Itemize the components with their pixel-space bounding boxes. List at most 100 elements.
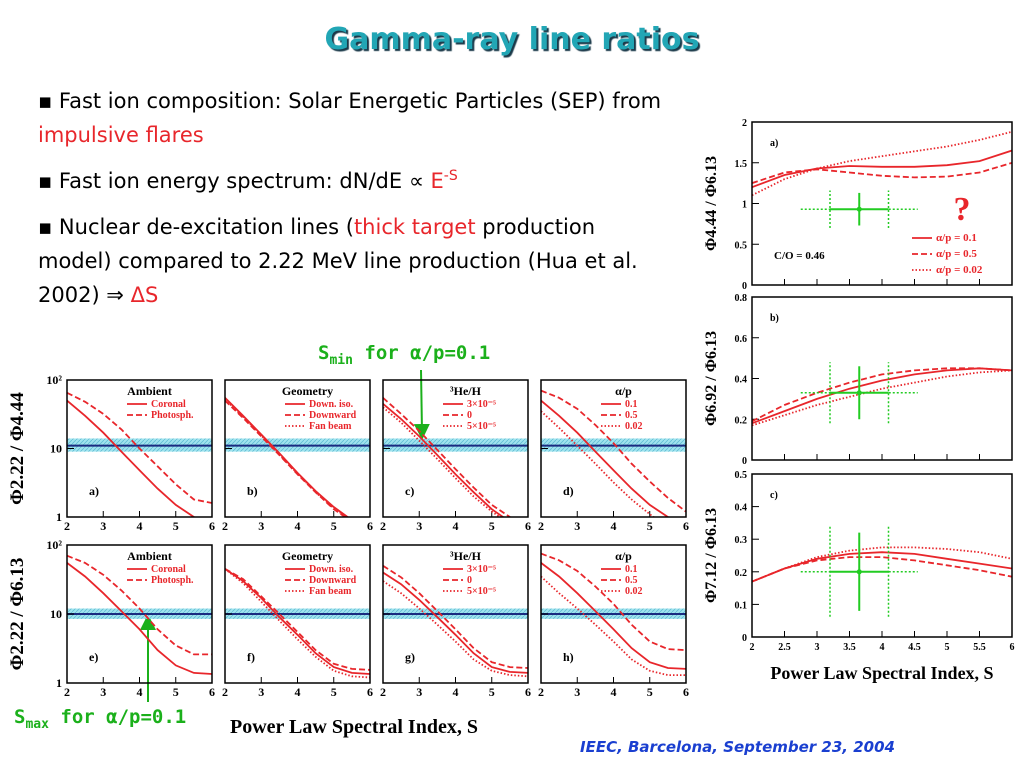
x-tick-label: 2 — [222, 685, 228, 699]
x-axis-label: Power Law Spectral Index, S — [230, 716, 478, 738]
panel-label: c) — [405, 484, 414, 498]
series-line — [541, 410, 656, 517]
legend-label: 0.5 — [625, 575, 638, 586]
x-tick-label: 5 — [331, 519, 337, 533]
bullet-list: Fast ion composition: Solar Energetic Pa… — [38, 84, 668, 324]
legend-label: 0.02 — [625, 421, 643, 432]
panel: 2 2.5 3 3.5 4 4.5 5 5.5 6 0 0.1 0.2 0.3 0.4 0.5 c) Φ7.12… — [703, 470, 1015, 683]
panel-title: Ambient — [127, 549, 172, 563]
text-segment: S — [318, 342, 330, 364]
x-tick-label: 5 — [331, 685, 337, 699]
series-line — [225, 399, 347, 517]
x-tick-label: 4 — [453, 519, 459, 533]
text-segment: E — [430, 169, 444, 193]
x-tick-label: 3 — [574, 685, 580, 699]
x-tick-label: 6 — [525, 685, 531, 699]
x-tick-label: 3 — [258, 519, 264, 533]
y-tick-label: 0.6 — [735, 334, 748, 345]
panel-label: c) — [770, 490, 778, 501]
series-line — [225, 568, 370, 675]
series-line — [67, 562, 212, 675]
y-tick-label: 10 — [50, 442, 62, 456]
plot-frame — [66, 379, 213, 518]
y-axis-label: Φ6.92 / Φ6.13 — [703, 331, 720, 426]
y-tick-label: 1 — [56, 510, 62, 524]
x-tick-label: 2 — [538, 685, 544, 699]
legend-label: Coronal — [151, 564, 186, 575]
series-line — [752, 556, 1012, 583]
bullet: Fast ion composition: Solar Energetic Pa… — [38, 84, 668, 152]
series-line — [383, 580, 528, 678]
plot-frame — [66, 544, 213, 684]
plot-frame — [224, 544, 371, 684]
series-line — [67, 554, 212, 656]
series-line — [752, 367, 1012, 425]
x-tick-label: 5.5 — [973, 642, 986, 653]
y-tick-label: 0.1 — [735, 600, 748, 611]
text-segment: S — [14, 706, 26, 728]
series-line — [541, 552, 686, 651]
x-tick-label: 5 — [647, 685, 653, 699]
x-tick-label: 3 — [100, 685, 106, 699]
x-tick-label: 3 — [100, 519, 106, 533]
x-tick-label: 5 — [489, 685, 495, 699]
series-line — [383, 403, 505, 517]
x-tick-label: 3.5 — [843, 642, 856, 653]
y-tick-label: 0.2 — [735, 415, 748, 426]
legend-label: α/p = 0.5 — [936, 248, 977, 260]
panel-title: ³He/H — [450, 549, 482, 563]
series-line — [752, 546, 1012, 583]
series-line — [541, 562, 686, 670]
y-tick-label: 0.5 — [735, 240, 748, 251]
x-tick-label: 4 — [611, 685, 617, 699]
series-line — [541, 389, 686, 513]
x-tick-label: 3 — [416, 685, 422, 699]
plot-frame — [382, 544, 529, 684]
legend-label: 3×10⁻⁵ — [467, 564, 496, 575]
panel-label: e) — [89, 650, 98, 664]
x-tick-label: 4 — [453, 685, 459, 699]
y-tick-label: 0.5 — [735, 470, 748, 481]
legend-label: Photosph. — [151, 575, 194, 586]
x-tick-label: 4 — [880, 642, 885, 653]
x-tick-label: 2 — [750, 642, 755, 653]
text-segment: thick target — [353, 215, 476, 239]
y-tick-label: 1.5 — [735, 159, 748, 170]
x-tick-label: 5 — [489, 519, 495, 533]
x-tick-label: 6 — [209, 519, 215, 533]
series-line — [225, 568, 370, 671]
x-tick-label: 6 — [1010, 642, 1015, 653]
observation-point — [856, 206, 862, 212]
x-tick-label: 2.5 — [778, 642, 791, 653]
panel-label: d) — [563, 484, 574, 498]
panel: 2 3 4 5 6 1 10 10² Ambient a) Φ2.22 / Φ4.44 Coronal… — [7, 373, 215, 533]
series-line — [383, 571, 528, 674]
legend-label: Down. iso. — [309, 564, 354, 575]
text-segment: max — [25, 716, 49, 732]
series-line — [752, 149, 1012, 189]
plot-frame — [540, 544, 687, 684]
legend-label: Downward — [309, 575, 357, 586]
y-tick-label: 0.2 — [735, 568, 748, 579]
panel-title: ³He/H — [450, 384, 482, 398]
y-tick-label: 10² — [46, 373, 62, 387]
y-tick-label: 0.4 — [735, 503, 748, 514]
y-axis-label: Φ7.12 / Φ6.13 — [703, 508, 720, 603]
x-tick-label: 2 — [222, 519, 228, 533]
series-line — [67, 391, 212, 504]
legend-label: Fan beam — [309, 421, 352, 432]
panel: 2 3 4 5 6 ³He/H g) 3×10⁻⁵05×10⁻⁵ — [380, 544, 531, 699]
y-tick-label: 0 — [742, 281, 747, 292]
series-line — [752, 369, 1012, 427]
smax-label: Smax for α/p=0.1 — [14, 706, 187, 731]
y-axis-label: Φ2.22 / Φ4.44 — [7, 392, 28, 505]
legend-label: Photosph. — [151, 410, 194, 421]
x-tick-label: 2 — [64, 519, 70, 533]
legend-label: 0.02 — [625, 586, 643, 597]
legend-label: Downward — [309, 410, 357, 421]
x-tick-label: 4 — [137, 519, 143, 533]
text-segment: for α/p=0.1 — [48, 706, 187, 728]
